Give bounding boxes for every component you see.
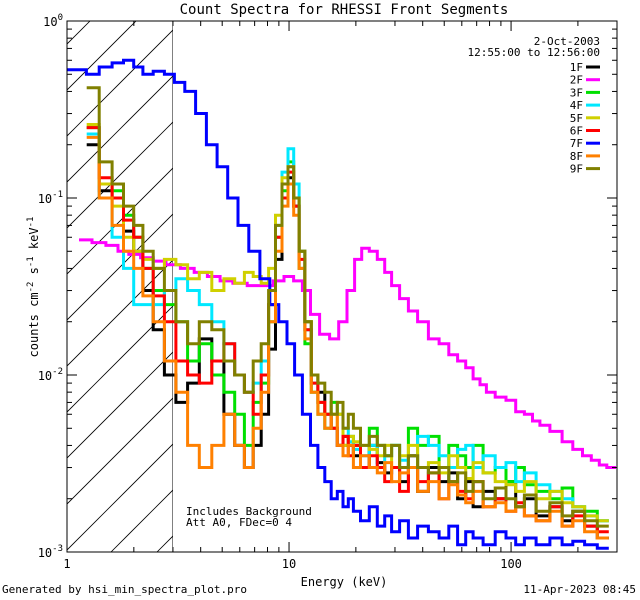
hatch-line: [67, 29, 173, 137]
series-9F: [86, 86, 609, 528]
annotation-attenuator: Att A0, FDec=0 4: [186, 516, 292, 529]
hatch-line: [433, 0, 640, 552]
hatch-line: [617, 0, 640, 552]
legend-label-8F: 8F: [570, 150, 583, 163]
legend-label-6F: 6F: [570, 125, 583, 138]
legend-label-7F: 7F: [570, 137, 583, 150]
y-tick-label: 100: [43, 13, 63, 29]
hatch-line: [110, 489, 173, 552]
legend-label-2F: 2F: [570, 74, 583, 87]
footer-timestamp: 11-Apr-2023 08:45: [523, 583, 636, 596]
legend-header: 12:55:00 to 12:56:00: [468, 46, 600, 59]
legend-label-1F: 1F: [570, 61, 583, 74]
legend-label-3F: 3F: [570, 86, 583, 99]
series-2F: [79, 238, 616, 469]
legend-label-5F: 5F: [570, 112, 583, 125]
x-tick-label: 100: [500, 557, 522, 571]
y-tick-label: 10-3: [38, 544, 63, 560]
hatch-line: [479, 0, 640, 552]
x-tick-label: 10: [282, 557, 296, 571]
series-5F: [86, 123, 609, 523]
hatch-line: [67, 351, 173, 459]
hatch-line: [67, 167, 173, 275]
x-tick-label: 1: [63, 557, 70, 571]
hatch-line: [67, 21, 137, 91]
x-axis-label: Energy (keV): [301, 575, 388, 589]
annotation-background: Includes Background: [186, 505, 312, 518]
legend-label-9F: 9F: [570, 163, 583, 176]
y-tick-label: 10-2: [38, 367, 63, 383]
series-group: [67, 58, 616, 550]
hatch-line: [67, 397, 173, 505]
legend-label-4F: 4F: [570, 99, 583, 112]
y-axis-label: counts cm-2 s-1 keV-1: [26, 217, 41, 358]
footer-generated-by: Generated by hsi_min_spectra_plot.pro: [2, 583, 248, 596]
series-7F: [67, 58, 609, 550]
hatch-line: [0, 0, 113, 552]
hatch-line: [387, 0, 640, 552]
legend-header: 2-Oct-2003: [534, 35, 600, 48]
plot-frame: [66, 20, 618, 553]
y-tick-label: 10-1: [38, 190, 63, 206]
axes: 1 10 100 100 10-1 10-2 10-3: [38, 13, 618, 571]
attenuator-hatch: [0, 0, 640, 552]
hatch-line: [295, 0, 640, 552]
hatch-line: [67, 443, 173, 551]
series-8F: [86, 135, 609, 540]
chart-title: Count Spectra for RHESSI Front Segments: [180, 2, 509, 18]
